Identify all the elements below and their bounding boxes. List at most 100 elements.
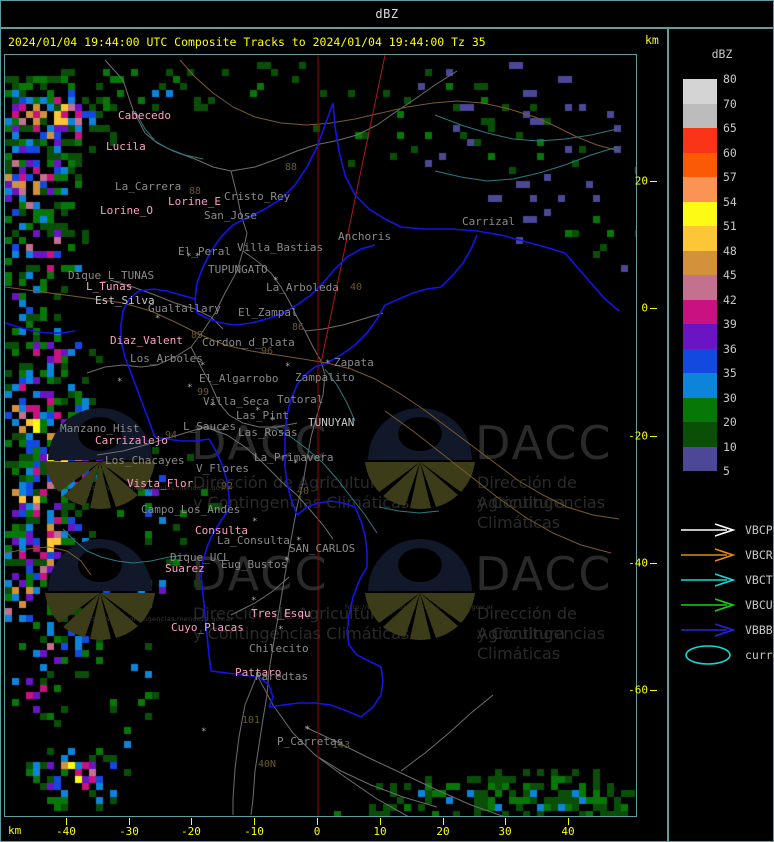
vector-legend-row[interactable]: VBCR xyxy=(673,542,773,567)
route-number-label: 89 xyxy=(191,330,204,341)
x-axis-tick-label: -10 xyxy=(244,825,264,838)
y-axis-tick-label: -20 xyxy=(628,429,648,443)
x-axis-tick-label: 0 xyxy=(313,825,321,838)
vector-legend-row[interactable]: current xyxy=(673,642,774,667)
x-axis-tick-label: -30 xyxy=(119,825,139,838)
route-number-label: 96 xyxy=(261,346,274,357)
route-number-label: 40N xyxy=(258,759,277,770)
vector-legend-row[interactable]: VBCT xyxy=(673,567,773,592)
colorbar-tick-label: 36 xyxy=(723,341,737,356)
colorbar-swatch[interactable] xyxy=(683,275,717,300)
colorbar-tick-label: 20 xyxy=(723,415,737,429)
station-marker-icon: * xyxy=(278,625,284,635)
radar-plot-area[interactable]: DACC Dirección de Agricultura y Continge… xyxy=(4,54,637,817)
station-marker-icon: * xyxy=(117,377,123,387)
colorbar-swatch[interactable] xyxy=(683,201,717,226)
map-vector-overlay xyxy=(5,55,620,816)
station-marker-icon: * xyxy=(293,459,299,469)
station-marker-icon: * xyxy=(285,362,291,372)
vector-arrow-icon xyxy=(681,597,736,612)
y-axis-tick xyxy=(650,181,657,182)
colorbar-swatches[interactable] xyxy=(683,79,717,471)
y-axis-tick-label: 20 xyxy=(634,174,648,188)
station-marker-icon: * xyxy=(296,536,302,546)
route-number-label: 86 xyxy=(292,322,305,333)
vector-legend-label: VBBB xyxy=(745,622,773,637)
route-number-label: 40 xyxy=(350,282,363,293)
y-axis-tick-label: 0 xyxy=(641,301,648,315)
y-axis-tick xyxy=(650,308,657,309)
x-axis-tick-label: 40 xyxy=(561,825,575,838)
colorbar-tick-label: 60 xyxy=(723,145,737,160)
vector-legend-label: VBCU xyxy=(745,597,773,612)
station-marker-icon: * xyxy=(210,401,216,411)
colorbar-swatch[interactable] xyxy=(683,177,717,202)
station-marker-icon: * xyxy=(155,314,161,324)
colorbar-swatch[interactable] xyxy=(683,103,717,128)
colorbar-tick-label: 57 xyxy=(723,170,737,184)
colorbar-tick-label: 42 xyxy=(723,292,737,307)
vector-legend-row[interactable]: VBBB xyxy=(673,617,773,642)
vector-legend-label: VBCT xyxy=(745,572,773,587)
y-axis-tick-label: -60 xyxy=(628,683,648,697)
x-axis-tick xyxy=(66,818,67,825)
colorbar-swatch[interactable] xyxy=(683,128,717,153)
station-marker-icon: * xyxy=(284,556,290,566)
colorbar-tick-label: 51 xyxy=(723,219,737,233)
colorbar-swatch[interactable] xyxy=(683,397,717,422)
colorbar-swatch[interactable] xyxy=(683,324,717,349)
station-marker-icon: * xyxy=(270,416,276,426)
station-marker-icon: * xyxy=(187,383,193,393)
x-axis-tick xyxy=(568,818,569,825)
vector-legend-row[interactable]: VBCU xyxy=(673,592,773,617)
colorbar-swatch[interactable] xyxy=(683,250,717,275)
colorbar-swatch[interactable] xyxy=(683,79,717,104)
vector-legend-label: VBCR xyxy=(745,547,773,562)
colorbar-tick-label: 5 xyxy=(723,464,730,478)
vector-arrow-icon xyxy=(681,572,736,587)
colorbar-swatch[interactable] xyxy=(683,446,717,471)
y-axis: 20 0 -20 -40 -60 xyxy=(628,54,667,817)
station-marker-icon: * xyxy=(221,426,227,436)
station-marker-icon: * xyxy=(325,359,331,369)
vector-arrow-icon xyxy=(681,622,736,637)
x-axis-unit-label: km xyxy=(8,824,22,837)
colorbar-tick-label: 80 xyxy=(723,72,737,86)
colorbar-tick-label: 45 xyxy=(723,268,737,282)
colorbar-tick-label: 30 xyxy=(723,390,737,405)
station-marker-icon: * xyxy=(201,727,207,737)
station-marker-icon: * xyxy=(200,361,206,371)
route-number-label: 99 xyxy=(197,387,210,398)
radar-timestamp-line: 2024/01/04 19:44:00 UTC Composite Tracks… xyxy=(8,35,486,49)
colorbar-swatch[interactable] xyxy=(683,348,717,373)
y-axis-tick-label: -40 xyxy=(628,556,648,570)
route-number-label: 40 xyxy=(297,486,310,497)
y-axis-tick xyxy=(650,436,657,437)
radar-header-row: 2024/01/04 19:44:00 UTC Composite Tracks… xyxy=(1,29,667,55)
station-marker-icon: * xyxy=(273,276,279,286)
route-number-label: 88 xyxy=(189,186,202,197)
window-title-bar: dBZ xyxy=(0,0,774,28)
x-axis-tick xyxy=(129,818,130,825)
station-marker-icon: * xyxy=(251,596,257,606)
colorbar-swatch[interactable] xyxy=(683,373,717,398)
vector-legend-label: current xyxy=(745,647,774,662)
x-axis-tick-label: 20 xyxy=(436,825,450,838)
colorbar-tick-label: 48 xyxy=(723,243,737,258)
x-axis-tick xyxy=(254,818,255,825)
x-axis-tick xyxy=(505,818,506,825)
route-number-label: 101 xyxy=(242,715,261,726)
vector-legend-row[interactable]: VBCP xyxy=(673,517,773,542)
colorbar-swatch[interactable] xyxy=(683,422,717,447)
x-axis-tick-label: 10 xyxy=(373,825,387,838)
vector-legend: VBCP VBCR VBCT VBCU VBBB current xyxy=(673,517,774,667)
x-axis-tick xyxy=(443,818,444,825)
colorbar-swatch[interactable] xyxy=(683,226,717,251)
colorbar-swatch[interactable] xyxy=(683,299,717,324)
x-axis-tick-label: -40 xyxy=(56,825,76,838)
colorbar-swatch[interactable] xyxy=(683,152,717,177)
x-axis-tick xyxy=(380,818,381,825)
x-axis-tick-label: 30 xyxy=(498,825,512,838)
legend-panel: dBZ 80 70 65 60 57 54 51 48 45 42 39 36 35 30 20 10 5 VB… xyxy=(668,28,774,842)
station-marker-icon: * xyxy=(305,725,311,735)
